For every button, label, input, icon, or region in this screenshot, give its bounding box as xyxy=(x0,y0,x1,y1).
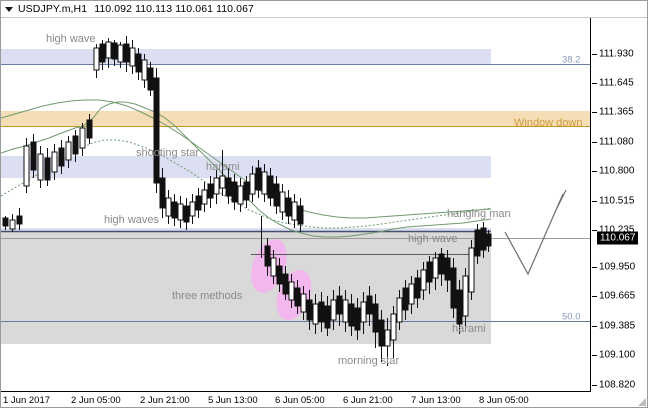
fib-band-upper xyxy=(1,49,491,64)
time-tick-label: 2 Jun 05:00 xyxy=(71,395,121,406)
axis-tick xyxy=(592,201,597,202)
axis-tick xyxy=(592,54,597,55)
price-tick-label: 109.385 xyxy=(599,320,636,332)
axis-tick xyxy=(592,326,597,327)
price-tick-label: 109.665 xyxy=(599,290,636,302)
axis-tick xyxy=(592,296,597,297)
chart-plot-area[interactable]: high wave shooting star harami high wave… xyxy=(1,18,591,392)
axis-tick xyxy=(592,355,597,356)
time-axis[interactable]: 1 Jun 2017 2 Jun 05:00 2 Jun 21:00 5 Jun… xyxy=(1,393,647,407)
fib-label-382: 38.2 xyxy=(562,54,581,66)
annotation-harami-right: harami xyxy=(452,323,486,335)
price-tick-label: 109.100 xyxy=(599,349,636,361)
forecast-polyline[interactable] xyxy=(504,189,567,276)
price-tick-label: 111.080 xyxy=(599,136,634,148)
chevron-down-icon[interactable] xyxy=(5,6,13,12)
price-tick-label: 111.365 xyxy=(599,106,634,118)
fib-band-third xyxy=(1,228,491,232)
price-tick-label: 111.645 xyxy=(599,77,634,89)
annotation-hanging-man: hanging man xyxy=(447,208,511,220)
axis-tick xyxy=(592,112,597,113)
annotation-shooting-star: shooting star xyxy=(136,147,199,159)
time-tick-label: 8 Jun 05:00 xyxy=(479,395,529,406)
time-tick-label: 7 Jun 13:00 xyxy=(411,395,461,406)
price-tick-label: 108.820 xyxy=(599,379,636,391)
ohlc-values: 110.092 110.113 110.061 110.067 xyxy=(94,3,254,15)
time-tick-label: 5 Jun 13:00 xyxy=(208,395,258,406)
time-tick-label: 6 Jun 05:00 xyxy=(275,395,325,406)
axis-tick xyxy=(592,230,597,231)
time-tick-label: 2 Jun 21:00 xyxy=(140,395,190,406)
annotation-high-waves: high waves xyxy=(104,214,160,226)
annotation-three-methods: three methods xyxy=(172,290,243,302)
axis-tick xyxy=(592,385,597,386)
symbol-label: USDJPY.m,H1 xyxy=(18,3,88,15)
price-tick-label: 110.235 xyxy=(599,224,635,236)
candlestick-series[interactable] xyxy=(2,36,492,366)
annotation-morning-star: morning star xyxy=(338,355,400,367)
annotation-harami-mid: harami xyxy=(206,161,240,173)
chart-canvas xyxy=(1,36,590,366)
time-tick-label: 1 Jun 2017 xyxy=(3,395,51,406)
annotation-high-wave-right: high wave xyxy=(408,233,458,245)
moving-average-fast xyxy=(1,101,492,238)
axis-tick xyxy=(592,267,597,268)
price-tick-label: 111.930 xyxy=(599,48,634,60)
time-tick-label: 6 Jun 21:00 xyxy=(343,395,393,406)
axis-tick xyxy=(592,142,597,143)
axis-tick xyxy=(592,83,597,84)
annotation-high-wave-top: high wave xyxy=(46,33,96,45)
fib-band-lower xyxy=(1,156,491,178)
resize-grip-icon[interactable] xyxy=(637,397,647,407)
price-tick-label: 110.800 xyxy=(599,165,635,177)
annotation-window-down: Window down xyxy=(514,117,583,129)
price-tick-label: 109.950 xyxy=(599,261,636,273)
fib-label-500: 50.0 xyxy=(562,311,581,323)
chart-header-bar[interactable]: USDJPY.m,H1 110.092 110.113 110.061 110.… xyxy=(1,1,647,18)
price-axis[interactable]: 111.930 111.645 111.365 111.080 110.800 … xyxy=(592,18,647,392)
price-tick-label: 110.515 xyxy=(599,195,635,207)
current-price-badge: 110.067 xyxy=(597,231,639,245)
axis-tick xyxy=(592,171,597,172)
window-down-band xyxy=(1,111,590,126)
